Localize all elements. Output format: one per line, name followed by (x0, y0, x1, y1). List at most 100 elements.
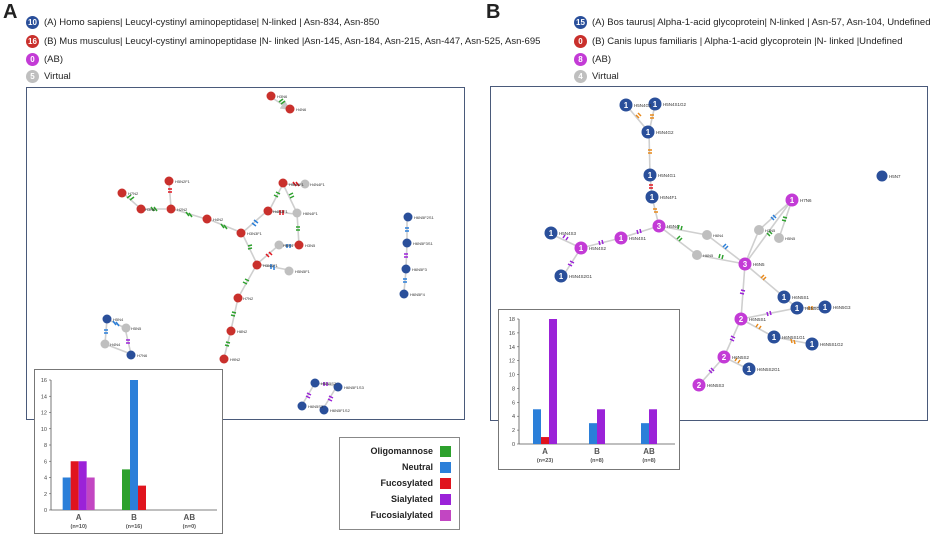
chart-b-category-label: A (542, 447, 548, 456)
node-h5n4s2[interactable]: 1 H5N4S2 (574, 241, 607, 255)
virtual-node[interactable] (692, 250, 702, 260)
node-label: H4N2 (213, 217, 224, 222)
node-label: H3N5 (305, 243, 316, 248)
edge (706, 234, 746, 265)
tick (270, 264, 275, 270)
node-label: H6N5 (753, 262, 765, 267)
node-label: H5N4G1 (658, 173, 676, 178)
node-label: H5N4 (113, 317, 124, 322)
node[interactable] (319, 405, 329, 415)
chart-a-y-tick-label: 8 (44, 443, 47, 449)
legend-row: 5 Virtual (26, 70, 71, 83)
chart-a-y-tick-label: 14 (41, 394, 47, 400)
tick (760, 274, 767, 281)
node-count: 1 (782, 293, 787, 302)
node[interactable] (117, 188, 127, 198)
node[interactable] (297, 401, 307, 411)
node-h5n4g2[interactable]: 1 H5N4G2 (641, 125, 675, 139)
node[interactable] (310, 378, 320, 388)
tick (112, 320, 120, 327)
tick (755, 323, 762, 330)
node[interactable] (274, 240, 284, 250)
node-h6n5s1g1[interactable]: 1 H6N5S1G1 (767, 330, 806, 344)
node[interactable] (219, 354, 229, 364)
node[interactable] (402, 238, 412, 248)
chart-a-bar-fucosialylated-a (86, 477, 95, 510)
node-h5n4s2g1[interactable]: 1 H5N4S2G1 (554, 269, 593, 283)
node[interactable] (263, 206, 273, 216)
node-h6n5[interactable]: 3 H6N5 (738, 257, 766, 271)
virtual-node[interactable] (754, 225, 764, 235)
node[interactable] (100, 339, 110, 349)
node-label: H3N4F1 (263, 263, 279, 268)
node-h5n4s3[interactable]: 1 H5N4S3 (544, 226, 577, 240)
node-h5n4g1[interactable]: 1 H5N4G1 (643, 168, 677, 182)
edge (168, 180, 172, 209)
node[interactable] (292, 208, 302, 218)
node[interactable] (284, 266, 294, 276)
node-label: H6N4F1 (303, 211, 319, 216)
node[interactable] (252, 260, 262, 270)
tick (729, 335, 736, 342)
node[interactable] (403, 212, 413, 222)
node[interactable] (233, 293, 243, 303)
node[interactable] (136, 204, 146, 214)
node-count: 1 (648, 171, 653, 180)
node-h5n4s1g2[interactable]: 1 H5N4S1G2 (648, 97, 687, 111)
node[interactable] (226, 326, 236, 336)
node[interactable] (126, 350, 136, 360)
tick (636, 228, 642, 235)
legend-row: 16 (B) Mus musculus| Leucyl-cystinyl ami… (26, 35, 540, 48)
node[interactable] (333, 382, 343, 392)
edge (268, 183, 284, 212)
node-h6n5s2g1[interactable]: 1 H6N5S2G1 (742, 362, 781, 376)
node-h6n5g2[interactable]: 1 H6N5G2 (790, 301, 824, 315)
node[interactable] (166, 204, 176, 214)
node[interactable] (266, 91, 276, 101)
node[interactable] (401, 264, 411, 274)
chart-a-y-tick-label: 0 (44, 508, 47, 514)
node[interactable] (399, 289, 409, 299)
node-h6n5s3[interactable]: 2 H6N5S3 (692, 378, 725, 392)
network-a-edges (104, 96, 408, 410)
tick (790, 338, 796, 345)
node[interactable] (236, 228, 246, 238)
node[interactable] (300, 179, 310, 189)
node-h6n5s2[interactable]: 2 H6N5S2 (717, 350, 750, 364)
node[interactable] (278, 178, 288, 188)
tick (677, 224, 683, 231)
node-h5n4[interactable]: 3 H5N4 (652, 219, 680, 233)
node-label: H5N4S1 (629, 236, 647, 241)
virtual-label: H6N4 (713, 233, 724, 238)
node[interactable] (285, 104, 295, 114)
node[interactable] (294, 240, 304, 250)
edge (744, 200, 792, 265)
node-label: H6N5F3 (412, 267, 428, 272)
node[interactable] (202, 214, 212, 224)
node-h6n5s1-purple[interactable]: 2 H6N5S1 (734, 312, 767, 326)
node-h5n4f1[interactable]: 1 H5N4F1 (645, 190, 678, 204)
key-label: Fucosylated (380, 478, 433, 488)
chart-a-category-count: (n=0) (183, 524, 196, 530)
node[interactable] (164, 176, 174, 186)
node[interactable] (121, 323, 131, 333)
tick (770, 214, 777, 221)
chart-a-bar-neutral-a (62, 477, 71, 510)
virtual-node[interactable] (702, 230, 712, 240)
node-label: H6N5F3S1 (413, 241, 434, 246)
tick (296, 226, 300, 231)
node-h5n4s1[interactable]: 1 H5N4S1 (614, 231, 647, 245)
node-h5n7[interactable]: H5N7 (876, 170, 902, 182)
node-count: 1 (549, 229, 554, 238)
node-h7n6[interactable]: 1 H7N6 (785, 193, 813, 207)
node-label: H4N4F1 (310, 182, 326, 187)
node-h6n5s1-blue[interactable]: 1 H6N5S1 (777, 290, 810, 304)
chart-a-bar-fucosylated-b (138, 485, 146, 510)
node-h5n4g3[interactable]: 1 H5N4G3 (619, 98, 653, 112)
node-h6n5s1g2[interactable]: 1 H6N5S1G2 (805, 337, 844, 351)
chart-b-bar-sialylated-a (549, 319, 557, 444)
virtual-node[interactable] (774, 233, 784, 243)
node-h6n5g3[interactable]: 1 H6N5G3 (818, 300, 852, 314)
count-badge: 0 (26, 53, 39, 66)
node[interactable] (102, 314, 112, 324)
